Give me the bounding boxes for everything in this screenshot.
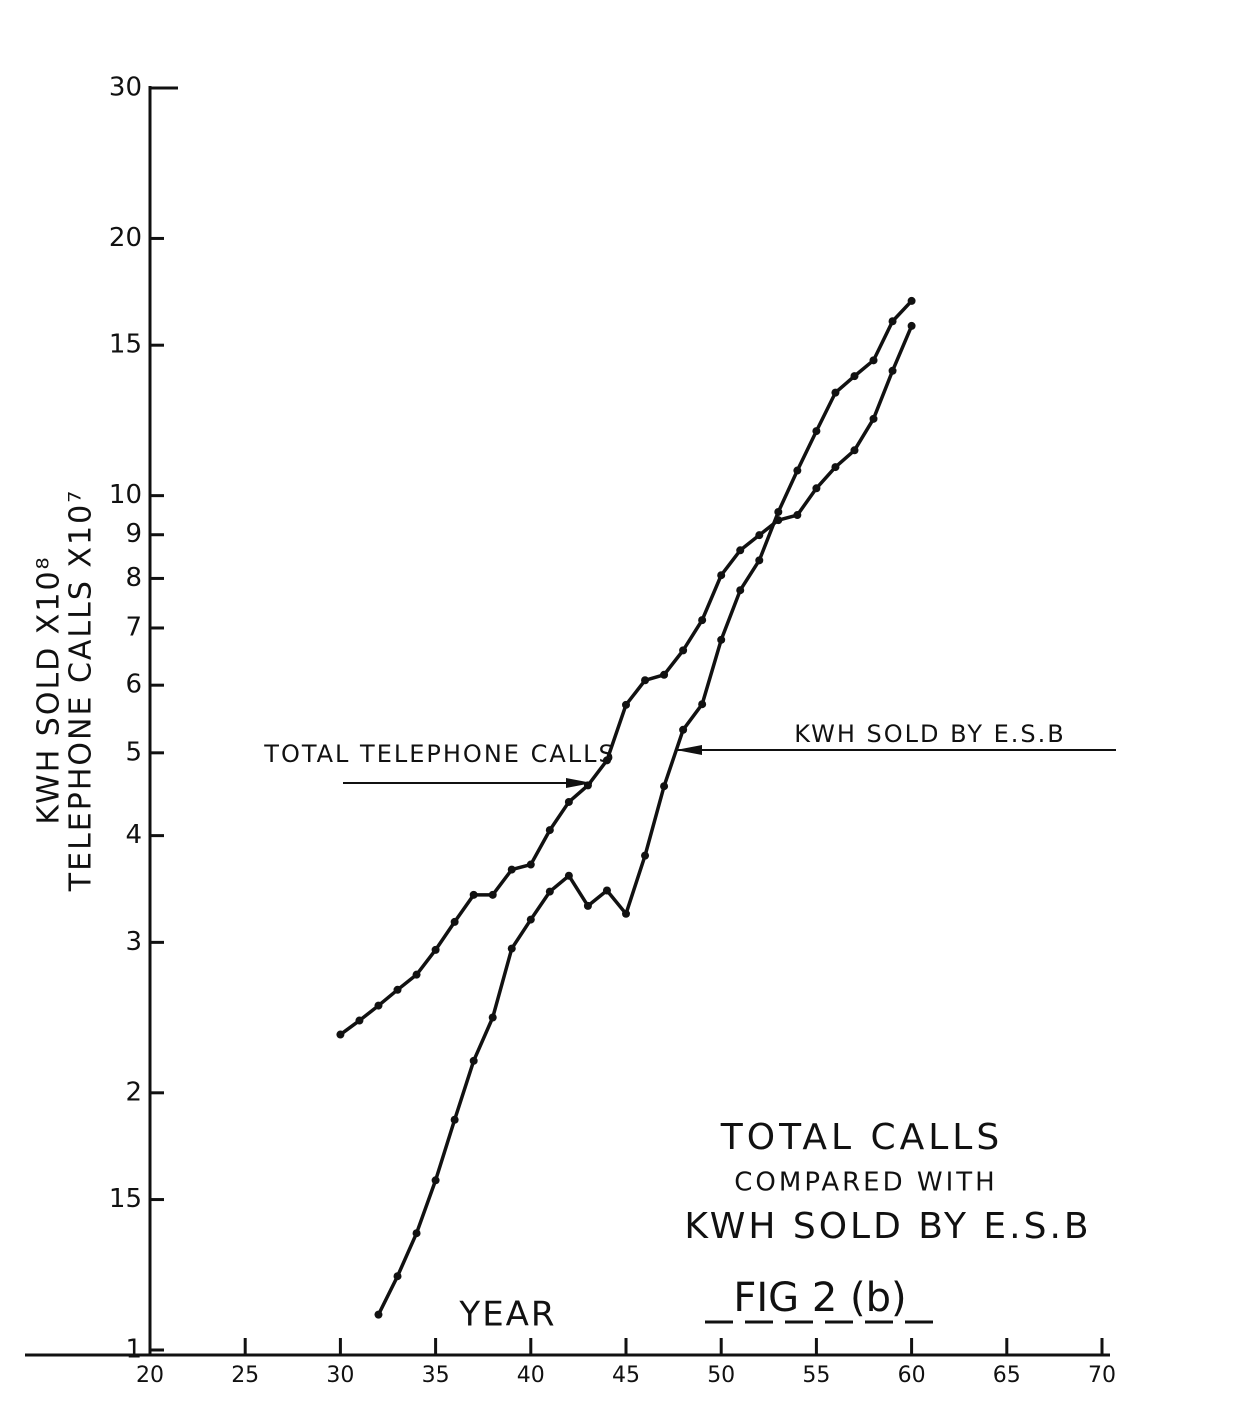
data-point [374, 1001, 383, 1010]
data-point [755, 531, 764, 540]
chart-title-line: TOTAL CALLS [720, 1117, 1003, 1158]
x-axis-label: YEAR [458, 1295, 556, 1335]
chart-title-line: KWH SOLD BY E.S.B [684, 1206, 1091, 1247]
x-tick-label: 55 [802, 1363, 830, 1388]
x-tick-label: 60 [898, 1363, 926, 1388]
data-point [869, 414, 878, 423]
y-tick-label: 10 [109, 480, 142, 510]
annotation-arrow [676, 745, 702, 755]
data-point [812, 484, 821, 493]
series-label: TOTAL TELEPHONE CALLS [263, 740, 615, 768]
data-point [412, 1229, 421, 1238]
y-label-line: KWH SOLD X10⁸ [32, 555, 67, 824]
data-point [736, 546, 745, 555]
data-point [450, 917, 459, 926]
series-line [339, 325, 914, 1036]
y-tick-label: 30 [109, 73, 142, 103]
data-point [755, 556, 764, 565]
y-tick-label: 9 [125, 519, 142, 549]
data-point [564, 797, 573, 806]
x-tick-label: 30 [326, 1363, 354, 1388]
y-tick-label: 1 [125, 1335, 142, 1365]
data-point [812, 427, 821, 436]
data-point [622, 909, 630, 918]
data-point [564, 871, 573, 880]
data-point [793, 511, 802, 520]
x-tick-label: 45 [612, 1363, 640, 1388]
data-point [393, 1272, 402, 1281]
data-point [831, 388, 840, 397]
data-point [698, 616, 707, 625]
data-point [431, 1176, 440, 1185]
data-point [641, 676, 650, 685]
x-tick-label: 20 [136, 1363, 164, 1388]
x-tick-label: 70 [1088, 1363, 1116, 1388]
y-tick-label: 3 [125, 927, 142, 957]
data-point [526, 915, 535, 924]
chart-title-line: COMPARED WITH [734, 1168, 997, 1198]
data-point [469, 1056, 478, 1065]
data-point [374, 1310, 383, 1319]
data-point [622, 700, 630, 709]
data-point [888, 317, 897, 326]
series-line [376, 299, 913, 1316]
data-point [831, 463, 840, 472]
data-point [717, 571, 726, 580]
y-tick-label: 2 [125, 1077, 142, 1107]
y-tick-label: 20 [109, 223, 142, 253]
data-point [888, 366, 897, 375]
x-tick-label: 50 [707, 1363, 735, 1388]
y-tick-label: 5 [125, 737, 142, 767]
figure-label: FIG 2 (b) [733, 1275, 906, 1321]
data-point [907, 321, 916, 330]
data-point [679, 725, 688, 734]
x-tick-label: 25 [231, 1363, 259, 1388]
data-point [641, 851, 650, 860]
data-point [469, 890, 478, 899]
data-point [602, 886, 611, 895]
y-tick-label: 8 [125, 563, 142, 593]
data-point [602, 756, 611, 765]
data-point [431, 945, 440, 954]
y-tick-label: 6 [125, 670, 142, 700]
data-point [583, 901, 592, 910]
data-point [488, 1013, 497, 1022]
data-point [907, 296, 916, 305]
annotation-arrow [566, 778, 592, 788]
data-point [450, 1115, 459, 1124]
x-tick-label: 65 [993, 1363, 1021, 1388]
data-point [412, 970, 421, 979]
y-tick-label: 15 [109, 1184, 142, 1214]
y-tick-label: 4 [125, 820, 142, 850]
data-point [698, 700, 707, 709]
series-label: KWH SOLD BY E.S.B [794, 720, 1065, 748]
data-point [793, 466, 802, 475]
data-point [507, 865, 516, 874]
data-point [526, 860, 535, 869]
x-tick-label: 40 [517, 1363, 545, 1388]
data-point [774, 507, 783, 516]
data-point [736, 586, 745, 595]
y-tick-label: 15 [109, 330, 142, 360]
data-point [717, 635, 726, 644]
data-point [869, 356, 878, 365]
data-point [850, 372, 859, 381]
y-tick-label: 7 [125, 612, 142, 642]
data-point [660, 782, 669, 791]
x-tick-label: 35 [422, 1363, 450, 1388]
data-point [393, 985, 402, 994]
data-point [507, 944, 516, 953]
data-point [336, 1030, 345, 1039]
y-label-line: TELEPHONE CALLS X10⁷ [64, 489, 99, 892]
data-point [545, 887, 554, 896]
data-point [545, 826, 554, 835]
data-point [660, 670, 669, 679]
data-point [488, 890, 497, 899]
y-axis-label: KWH SOLD X10⁸ TELEPHONE CALLS X10⁷ [32, 489, 99, 892]
data-point [850, 446, 859, 455]
data-point [355, 1016, 364, 1025]
data-point [679, 646, 688, 655]
